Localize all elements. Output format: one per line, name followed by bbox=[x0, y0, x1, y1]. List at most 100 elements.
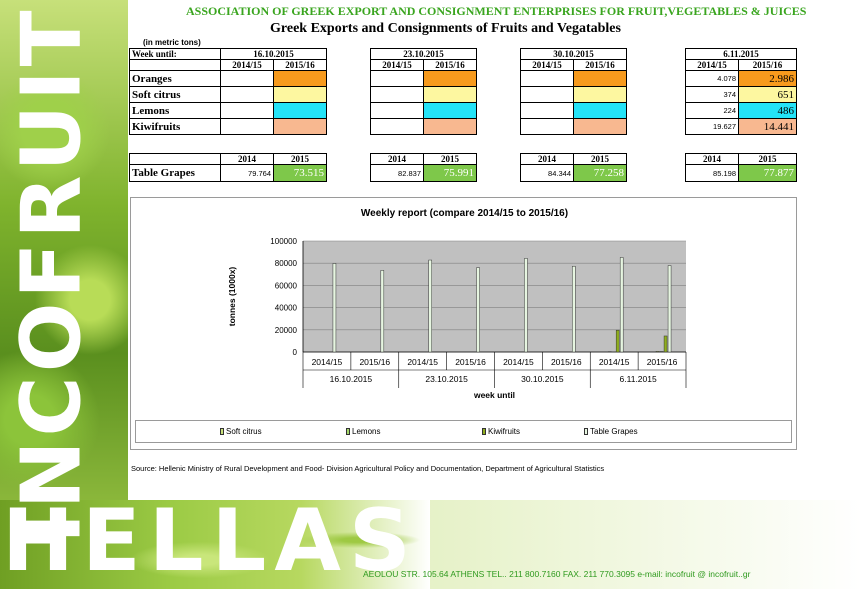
product-label: Kiwifruits bbox=[129, 118, 221, 135]
spacer bbox=[476, 86, 521, 103]
spacer bbox=[326, 118, 371, 135]
value-cell: 374 bbox=[685, 86, 739, 103]
value-cell bbox=[370, 70, 424, 87]
contact-address: AEOLOU STR. 105.64 ATHENS TEL.. 211 800.… bbox=[363, 569, 751, 579]
x-tick-label: 2014/15 bbox=[503, 357, 534, 367]
value-cell bbox=[273, 102, 327, 119]
chart-legend: Soft citrus Lemons Kiwifruits Table Grap… bbox=[135, 420, 792, 443]
brand-logo-vertical: INCOFRUIT bbox=[5, 6, 100, 544]
value-cell bbox=[370, 102, 424, 119]
value-cell: 82.837 bbox=[370, 164, 424, 182]
value-cell: 651 bbox=[737, 86, 798, 103]
x-tick-label: 2015/16 bbox=[647, 357, 678, 367]
value-cell: 14.441 bbox=[737, 118, 798, 135]
season-header: 2014/15 bbox=[685, 59, 739, 71]
spacer bbox=[626, 153, 686, 165]
spacer bbox=[476, 118, 521, 135]
table-row: Table Grapes 79.764 73.515 82.837 75.991… bbox=[129, 164, 797, 182]
legend-item: Kiwifruits bbox=[482, 427, 520, 436]
year-header: 2014 bbox=[685, 153, 739, 165]
value-cell bbox=[573, 86, 627, 103]
legend-swatch bbox=[482, 428, 486, 435]
spacer bbox=[626, 70, 686, 87]
brand-logo-hellas: HELLAS bbox=[2, 491, 419, 589]
chart-title: Weekly report (compare 2014/15 to 2015/1… bbox=[360, 208, 569, 219]
spacer bbox=[626, 59, 686, 71]
decorative-kiwi-band bbox=[0, 0, 128, 589]
page-title: Greek Exports and Consignments of Fruits… bbox=[270, 21, 621, 36]
spacer bbox=[476, 70, 521, 87]
bar bbox=[332, 263, 337, 353]
week-header: 30.10.2015 bbox=[520, 48, 627, 60]
legend-item: Lemons bbox=[346, 427, 380, 436]
product-label: Soft citrus bbox=[129, 86, 221, 103]
bar bbox=[663, 335, 668, 353]
legend-label: Soft citrus bbox=[226, 427, 262, 436]
legend-label: Table Grapes bbox=[590, 427, 638, 436]
value-cell bbox=[520, 86, 574, 103]
season-header: 2015/16 bbox=[273, 59, 327, 71]
association-name: ASSOCIATION OF GREEK EXPORT AND CONSIGNM… bbox=[186, 4, 807, 18]
value-cell bbox=[220, 86, 274, 103]
value-cell bbox=[573, 102, 627, 119]
year-header: 2015 bbox=[423, 153, 477, 165]
value-cell bbox=[520, 102, 574, 119]
x-tick-label: 2014/15 bbox=[312, 357, 343, 367]
decorative-kiwi-footer bbox=[0, 500, 430, 589]
season-header: 2014/15 bbox=[520, 59, 574, 71]
grapes-table: 2014 2015 2014 2015 2014 2015 2014 2015 … bbox=[129, 153, 797, 182]
spacer bbox=[326, 86, 371, 103]
x-tick-label: 2015/16 bbox=[455, 357, 486, 367]
year-header: 2015 bbox=[738, 153, 797, 165]
spacer bbox=[476, 59, 521, 71]
blank-cell bbox=[129, 59, 221, 71]
bar bbox=[655, 351, 660, 353]
spacer bbox=[326, 164, 371, 182]
week-header: 23.10.2015 bbox=[370, 48, 477, 60]
bar bbox=[476, 267, 480, 353]
spacer bbox=[476, 48, 521, 60]
bar bbox=[619, 257, 624, 353]
value-cell bbox=[220, 70, 274, 87]
season-row: 2014/15 2015/16 2014/15 2015/16 2014/15 … bbox=[129, 59, 798, 71]
chart-container: Weekly report (compare 2014/15 to 2015/1… bbox=[130, 197, 797, 450]
legend-swatch bbox=[346, 428, 350, 435]
legend-label: Lemons bbox=[352, 427, 381, 436]
bar-chart: 0 20000 40000 60000 80000 100000 2014/15 2015/1… bbox=[227, 237, 687, 400]
value-cell bbox=[423, 102, 477, 119]
bar bbox=[659, 351, 664, 353]
decorative-fade bbox=[430, 500, 863, 589]
year-header: 2015 bbox=[273, 153, 327, 165]
value-cell bbox=[520, 70, 574, 87]
bar bbox=[667, 265, 672, 353]
spacer bbox=[326, 153, 371, 165]
year-header: 2014 bbox=[220, 153, 274, 165]
week-label: Week until: bbox=[129, 48, 221, 60]
value-cell: 2.986 bbox=[737, 70, 798, 87]
season-header: 2015/16 bbox=[423, 59, 477, 71]
group-label: 23.10.2015 bbox=[425, 374, 468, 384]
product-label: Table Grapes bbox=[129, 164, 221, 182]
year-header: 2014 bbox=[520, 153, 574, 165]
plot-area bbox=[303, 241, 686, 352]
spacer bbox=[626, 48, 686, 60]
value-cell bbox=[573, 118, 627, 135]
value-cell: 77.258 bbox=[573, 164, 627, 182]
legend-swatch bbox=[584, 428, 588, 435]
y-tick-label: 100000 bbox=[270, 237, 297, 246]
group-label: 30.10.2015 bbox=[521, 374, 564, 384]
y-axis-title: tonnes (1000x) bbox=[227, 267, 237, 327]
season-header: 2015/16 bbox=[573, 59, 627, 71]
source-note: Source: Hellenic Ministry of Rural Devel… bbox=[131, 464, 605, 473]
legend-label: Kiwifruits bbox=[488, 427, 521, 436]
product-label: Oranges bbox=[129, 70, 221, 87]
value-cell bbox=[273, 70, 327, 87]
value-cell bbox=[220, 118, 274, 135]
bar bbox=[380, 270, 385, 353]
spacer bbox=[476, 164, 521, 182]
y-tick-label: 0 bbox=[293, 348, 298, 357]
bar bbox=[572, 265, 576, 353]
value-cell: 85.198 bbox=[685, 164, 739, 182]
table-row: Soft citrus 374 651 bbox=[129, 86, 798, 103]
legend-swatch bbox=[220, 428, 224, 435]
